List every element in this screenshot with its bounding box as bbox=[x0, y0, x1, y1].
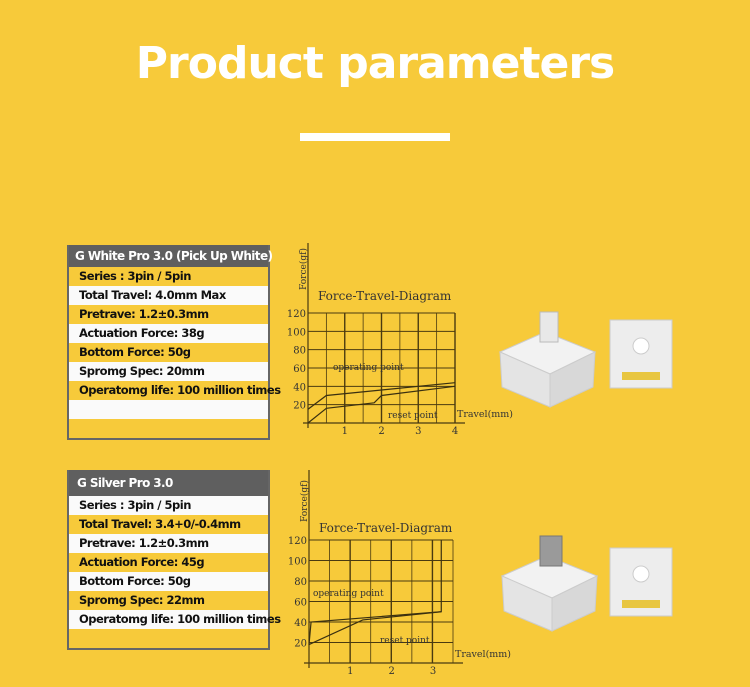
annotation-reset-point: reset point bbox=[388, 411, 438, 421]
spec-row: Pretrave: 1.2±0.3mm bbox=[69, 305, 268, 324]
x-tick-label: 3 bbox=[430, 666, 436, 677]
annotation-reset-point: reset point bbox=[380, 636, 430, 646]
chart-title: Force-Travel-Diagram bbox=[318, 289, 452, 303]
x-tick-label: 2 bbox=[378, 426, 384, 437]
y-tick-label: 60 bbox=[293, 364, 306, 375]
y-tick-label: 20 bbox=[294, 639, 307, 650]
annotation-operating-point: operating point bbox=[333, 363, 404, 373]
force-curve bbox=[307, 382, 456, 410]
spec-row: Bottom Force: 50g bbox=[69, 343, 268, 362]
x-tick-label: 2 bbox=[388, 666, 394, 677]
y-tick-label: 20 bbox=[293, 401, 306, 412]
spec-row: Spromg Spec: 20mm bbox=[69, 362, 268, 381]
page-title: Product parameters bbox=[135, 38, 615, 89]
panel-header: G Silver Pro 3.0 bbox=[69, 470, 268, 496]
force-curve bbox=[308, 611, 442, 646]
spec-row: Total Travel: 4.0mm Max bbox=[69, 286, 268, 305]
spec-panel-silver: G Silver Pro 3.0 Series : 3pin / 5pin To… bbox=[67, 470, 281, 650]
x-tick-label: 4 bbox=[452, 426, 458, 437]
annotation-operating-point: operating point bbox=[313, 589, 384, 599]
y-tick-label: 120 bbox=[288, 536, 307, 547]
spec-row: Operatomg life: 100 million times bbox=[69, 381, 281, 400]
spec-row: Total Travel: 3.4+0/-0.4mm bbox=[69, 515, 268, 534]
spec-row: Series : 3pin / 5pin bbox=[69, 496, 268, 515]
spec-row-empty bbox=[69, 400, 268, 419]
spec-row: Bottom Force: 50g bbox=[69, 572, 268, 591]
x-axis-label: Travel(mm) bbox=[455, 649, 511, 660]
x-axis-label: Travel(mm) bbox=[457, 409, 513, 420]
x-tick-label: 1 bbox=[342, 426, 348, 437]
spec-row: Operatomg life: 100 million times bbox=[69, 610, 281, 629]
y-tick-label: 40 bbox=[294, 618, 307, 629]
x-tick-label: 1 bbox=[347, 666, 353, 677]
spec-row: Spromg Spec: 22mm bbox=[69, 591, 268, 610]
spec-row-empty bbox=[69, 419, 268, 438]
panel-header: G White Pro 3.0 (Pick Up White) bbox=[69, 245, 273, 267]
y-tick-label: 80 bbox=[293, 346, 306, 357]
spec-row: Actuation Force: 45g bbox=[69, 553, 268, 572]
y-tick-label: 120 bbox=[287, 309, 306, 320]
y-tick-label: 60 bbox=[294, 598, 307, 609]
y-tick-label: 40 bbox=[293, 382, 306, 393]
y-axis-label: Force(gf) bbox=[298, 248, 309, 290]
spec-row: Series : 3pin / 5pin bbox=[69, 267, 268, 286]
y-tick-label: 100 bbox=[288, 557, 307, 568]
spec-row: Pretrave: 1.2±0.3mm bbox=[69, 534, 268, 553]
y-tick-label: 100 bbox=[287, 327, 306, 338]
x-tick-label: 3 bbox=[415, 426, 421, 437]
spec-row-empty bbox=[69, 629, 268, 648]
force-curve bbox=[307, 385, 456, 424]
y-axis-label: Force(gf) bbox=[299, 480, 310, 522]
chart-title: Force-Travel-Diagram bbox=[319, 521, 453, 535]
y-tick-label: 80 bbox=[294, 577, 307, 588]
force-curve bbox=[308, 540, 442, 645]
spec-panel-white: G White Pro 3.0 (Pick Up White) Series :… bbox=[67, 245, 281, 440]
spec-row: Actuation Force: 38g bbox=[69, 324, 268, 343]
title-underline bbox=[300, 133, 450, 141]
